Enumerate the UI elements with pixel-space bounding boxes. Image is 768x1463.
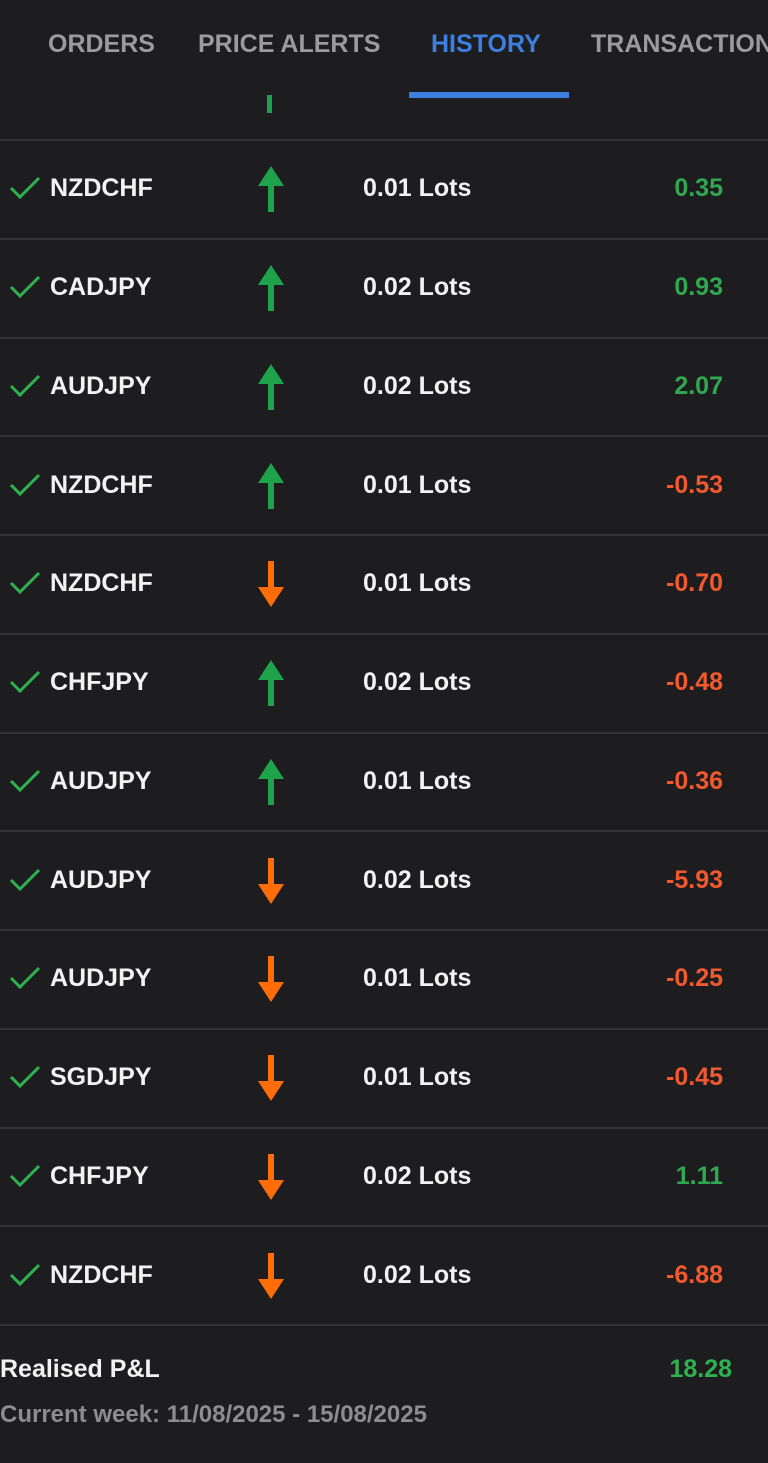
check-icon	[9, 1263, 41, 1286]
pnl: 0.93	[674, 273, 723, 302]
separator	[0, 534, 768, 536]
footer-total: 18.28	[669, 1355, 732, 1383]
lots: 0.02 Lots	[363, 1260, 472, 1289]
symbol: AUDJPY	[50, 371, 152, 400]
separator	[0, 830, 768, 833]
lots: 0.02 Lots	[363, 865, 472, 894]
check-icon	[9, 473, 41, 496]
lots: 0.01 Lots	[363, 174, 472, 203]
symbol: AUDJPY	[50, 964, 152, 993]
symbol: AUDJPY	[50, 865, 152, 894]
separator	[0, 1027, 768, 1030]
arrow-up	[258, 363, 284, 410]
symbol: NZDCHF	[50, 1260, 153, 1289]
arrow-down	[258, 1055, 284, 1102]
symbol: CHFJPY	[50, 1161, 149, 1190]
separator	[0, 1225, 768, 1228]
lots: 0.02 Lots	[363, 371, 472, 400]
arrow-up	[258, 166, 284, 213]
lots: 0.02 Lots	[363, 1161, 472, 1190]
pnl: -0.48	[666, 668, 723, 697]
check-icon	[9, 1066, 41, 1089]
symbol: SGDJPY	[50, 1063, 152, 1092]
tab[interactable]: ORDERS	[48, 30, 155, 58]
separator	[0, 435, 768, 438]
check-icon	[9, 868, 41, 891]
check-icon	[9, 671, 41, 694]
lots: 0.01 Lots	[363, 766, 472, 795]
pnl: 2.07	[674, 371, 723, 400]
symbol: NZDCHF	[50, 470, 153, 499]
arrow-down	[258, 1252, 284, 1299]
pnl: -0.45	[666, 1063, 723, 1092]
pnl: 0.35	[674, 174, 723, 203]
check-icon	[9, 177, 41, 200]
arrow-down	[258, 956, 284, 1003]
symbol: NZDCHF	[50, 174, 153, 203]
tab-indicator	[409, 92, 569, 98]
pnl: -5.93	[666, 865, 723, 894]
tab[interactable]: TRANSACTIONS	[591, 30, 768, 58]
pnl: -0.53	[666, 470, 723, 499]
separator	[0, 139, 768, 141]
symbol: NZDCHF	[50, 569, 153, 598]
pnl: -0.25	[666, 964, 723, 993]
check-icon	[9, 967, 41, 990]
lots: 0.01 Lots	[363, 1063, 472, 1092]
check-icon	[9, 572, 41, 595]
partial-arrow	[267, 95, 272, 113]
separator	[0, 336, 768, 339]
footer-period: Current week: 11/08/2025 - 15/08/2025	[0, 1401, 427, 1428]
lots: 0.01 Lots	[363, 470, 472, 499]
arrow-down	[258, 561, 284, 608]
arrow-up	[258, 265, 284, 312]
check-icon	[9, 276, 41, 299]
check-icon	[9, 769, 41, 792]
arrow-up	[258, 660, 284, 707]
separator	[0, 237, 768, 240]
pnl: -6.88	[666, 1260, 723, 1289]
separator	[0, 1126, 768, 1129]
arrow-up	[258, 758, 284, 805]
separator	[0, 1324, 768, 1326]
lots: 0.01 Lots	[363, 569, 472, 598]
tab[interactable]: HISTORY	[431, 30, 541, 58]
arrow-down	[258, 1153, 284, 1200]
lots: 0.02 Lots	[363, 668, 472, 697]
separator	[0, 632, 768, 635]
separator	[0, 929, 768, 931]
separator	[0, 731, 768, 734]
pnl: -0.36	[666, 766, 723, 795]
tab[interactable]: PRICE ALERTS	[198, 30, 381, 58]
footer-label: Realised P&L	[0, 1355, 160, 1383]
check-icon	[9, 374, 41, 397]
check-icon	[9, 1164, 41, 1187]
arrow-down	[258, 857, 284, 904]
symbol: CHFJPY	[50, 668, 149, 697]
lots: 0.02 Lots	[363, 273, 472, 302]
lots: 0.01 Lots	[363, 964, 472, 993]
pnl: 1.11	[675, 1161, 723, 1190]
symbol: CADJPY	[50, 273, 152, 302]
symbol: AUDJPY	[50, 766, 152, 795]
pnl: -0.70	[666, 569, 723, 598]
arrow-up	[258, 462, 284, 509]
